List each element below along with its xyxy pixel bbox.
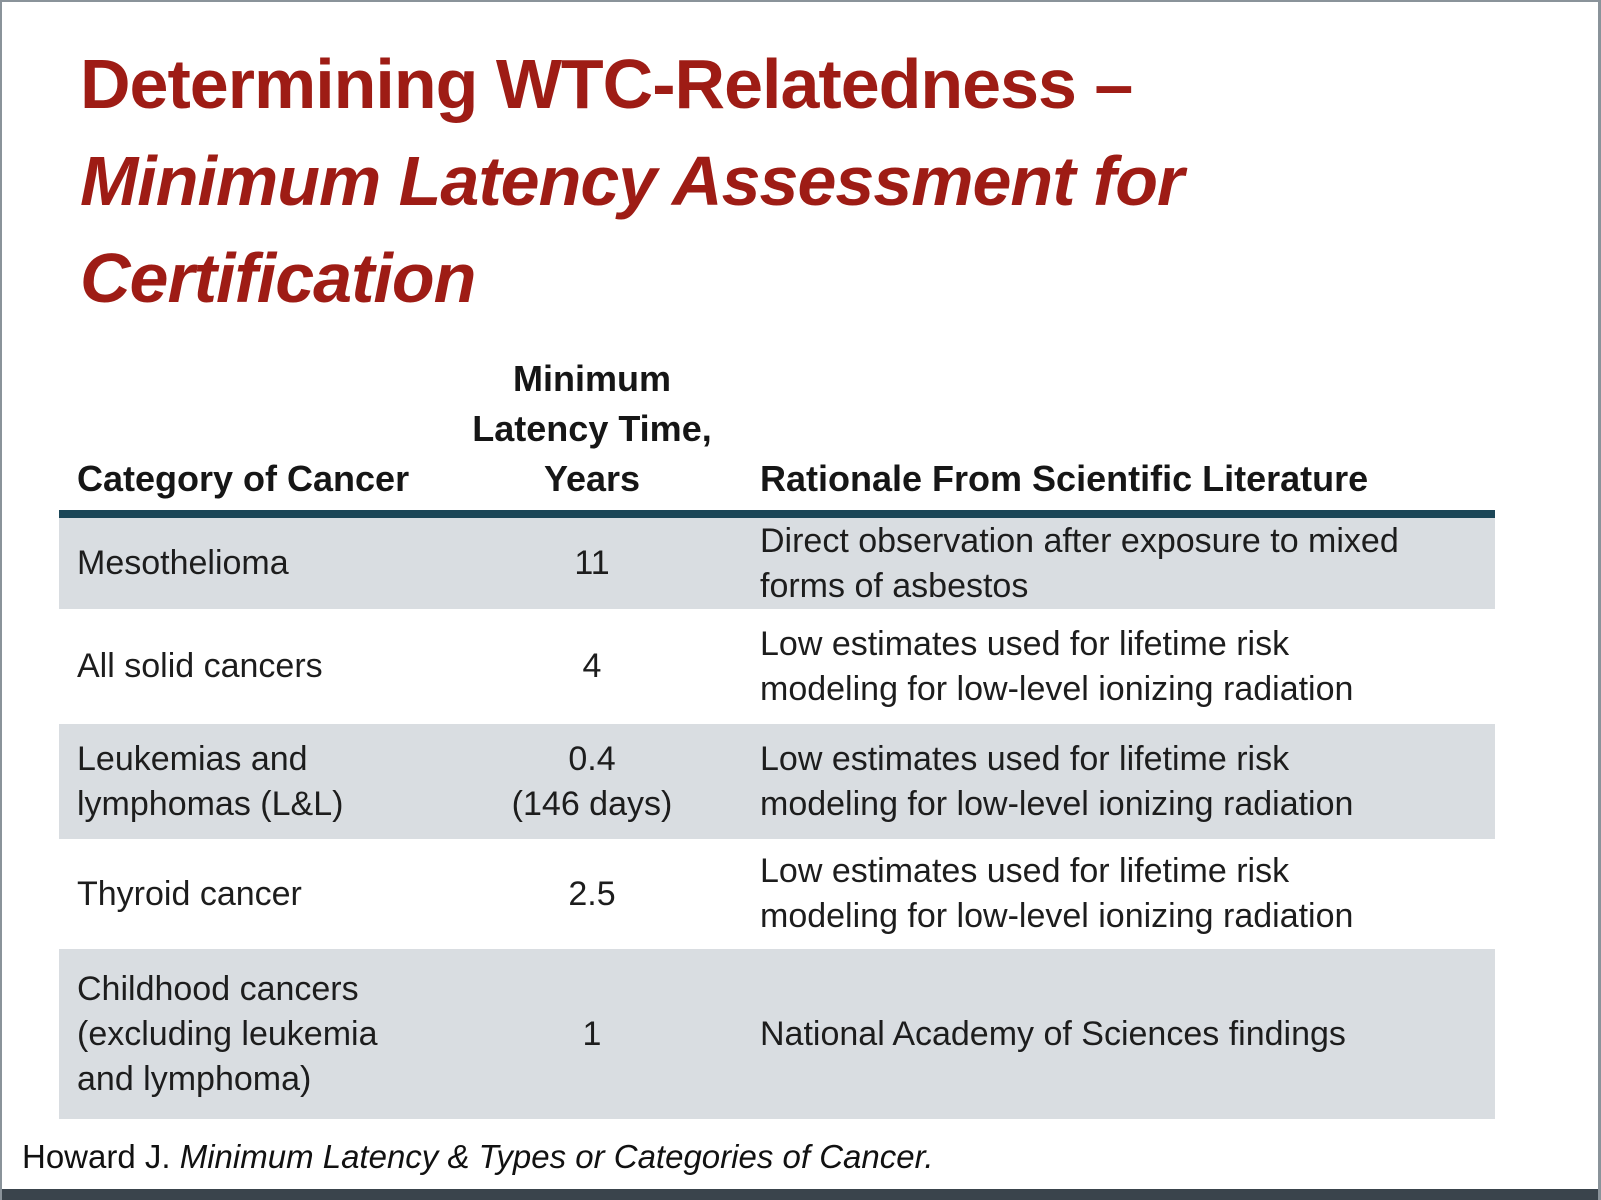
citation-work-title: Minimum Latency & Types or Categories of… (179, 1138, 934, 1175)
cell-text-line: 4 (582, 647, 602, 685)
header-latency-line: Latency Time, (472, 408, 712, 449)
cell-text-line: modeling for low-level ionizing radiatio… (760, 897, 1354, 935)
cell-latency-value: 0.4 (146 days) (432, 724, 752, 839)
cell-text-line: 0.4 (568, 739, 616, 778)
table-row-childhood-cancers: Childhood cancers (excluding leukemia an… (59, 949, 1495, 1119)
cell-text-line: All solid cancers (77, 647, 323, 685)
cell-text-line: Thyroid cancer (77, 874, 302, 913)
cell-text-line: National Academy of Sciences findings (760, 1014, 1346, 1053)
cell-rationale: Low estimates used for lifetime risk mod… (752, 609, 1495, 724)
cell-text-line: modeling for low-level ionizing radiatio… (760, 784, 1354, 823)
citation-author: Howard J. (22, 1138, 180, 1175)
citation: Howard J. Minimum Latency & Types or Cat… (22, 1134, 934, 1180)
cell-text-line: (146 days) (511, 784, 673, 823)
cell-text-line: Leukemias and (77, 739, 308, 778)
cell-category: All solid cancers (59, 609, 432, 724)
table-header-row: Category of Cancer Minimum Latency Time,… (59, 354, 1495, 518)
cell-category: Mesothelioma (59, 514, 432, 609)
cell-rationale: National Academy of Sciences findings (752, 949, 1495, 1119)
cell-text-line: modeling for low-level ionizing radiatio… (760, 669, 1354, 708)
latency-table: Category of Cancer Minimum Latency Time,… (59, 354, 1495, 1119)
cell-rationale: Low estimates used for lifetime risk mod… (752, 724, 1495, 839)
title-line-2: Minimum Latency Assessment for (80, 142, 1184, 220)
cell-text-line: Mesothelioma (77, 544, 289, 582)
header-minimum-latency-time: Minimum Latency Time, Years (432, 354, 752, 518)
cell-category: Thyroid cancer (59, 839, 432, 949)
table-row-all-solid-cancers: All solid cancers 4 Low estimates used f… (59, 609, 1495, 724)
cell-latency-value: 1 (432, 949, 752, 1119)
table-row-mesothelioma: Mesothelioma 11 Direct observation after… (59, 514, 1495, 609)
cell-rationale: Direct observation after exposure to mix… (752, 514, 1495, 609)
header-latency-line: Years (543, 458, 641, 499)
cell-rationale: Low estimates used for lifetime risk mod… (752, 839, 1495, 949)
cell-text-line: Direct observation after exposure to mix… (760, 521, 1399, 560)
bottom-edge-bar (2, 1189, 1598, 1200)
cell-text-line: Low estimates used for lifetime risk (760, 852, 1290, 890)
table-row-leukemias-lymphomas: Leukemias and lymphomas (L&L) 0.4 (146 d… (59, 724, 1495, 839)
header-category-of-cancer: Category of Cancer (59, 354, 432, 518)
cell-category: Childhood cancers (excluding leukemia an… (59, 949, 432, 1119)
cell-text-line: Low estimates used for lifetime risk (760, 739, 1290, 778)
cell-text-line: 1 (582, 1014, 602, 1053)
title-line-3: Certification (80, 239, 476, 317)
cell-latency-value: 4 (432, 609, 752, 724)
header-latency-line: Minimum (513, 358, 671, 399)
cell-text-line: forms of asbestos (760, 566, 1029, 605)
cell-category: Leukemias and lymphomas (L&L) (59, 724, 432, 839)
cell-text-line: (excluding leukemia (77, 1014, 378, 1053)
cell-text-line: Low estimates used for lifetime risk (760, 624, 1290, 663)
cell-text-line: Childhood cancers (77, 969, 359, 1008)
cell-text-line: 2.5 (568, 874, 616, 913)
cell-text-line: and lymphoma) (77, 1059, 312, 1098)
title-line-1: Determining WTC-Relatedness – (80, 45, 1133, 123)
cell-text-line: 11 (574, 544, 610, 582)
slide-title: Determining WTC-Relatedness – Minimum La… (80, 36, 1184, 327)
cell-latency-value: 11 (432, 514, 752, 609)
cell-latency-value: 2.5 (432, 839, 752, 949)
header-rationale: Rationale From Scientific Literature (752, 354, 1495, 518)
cell-text-line: lymphomas (L&L) (77, 784, 344, 823)
table-row-thyroid-cancer: Thyroid cancer 2.5 Low estimates used fo… (59, 839, 1495, 949)
